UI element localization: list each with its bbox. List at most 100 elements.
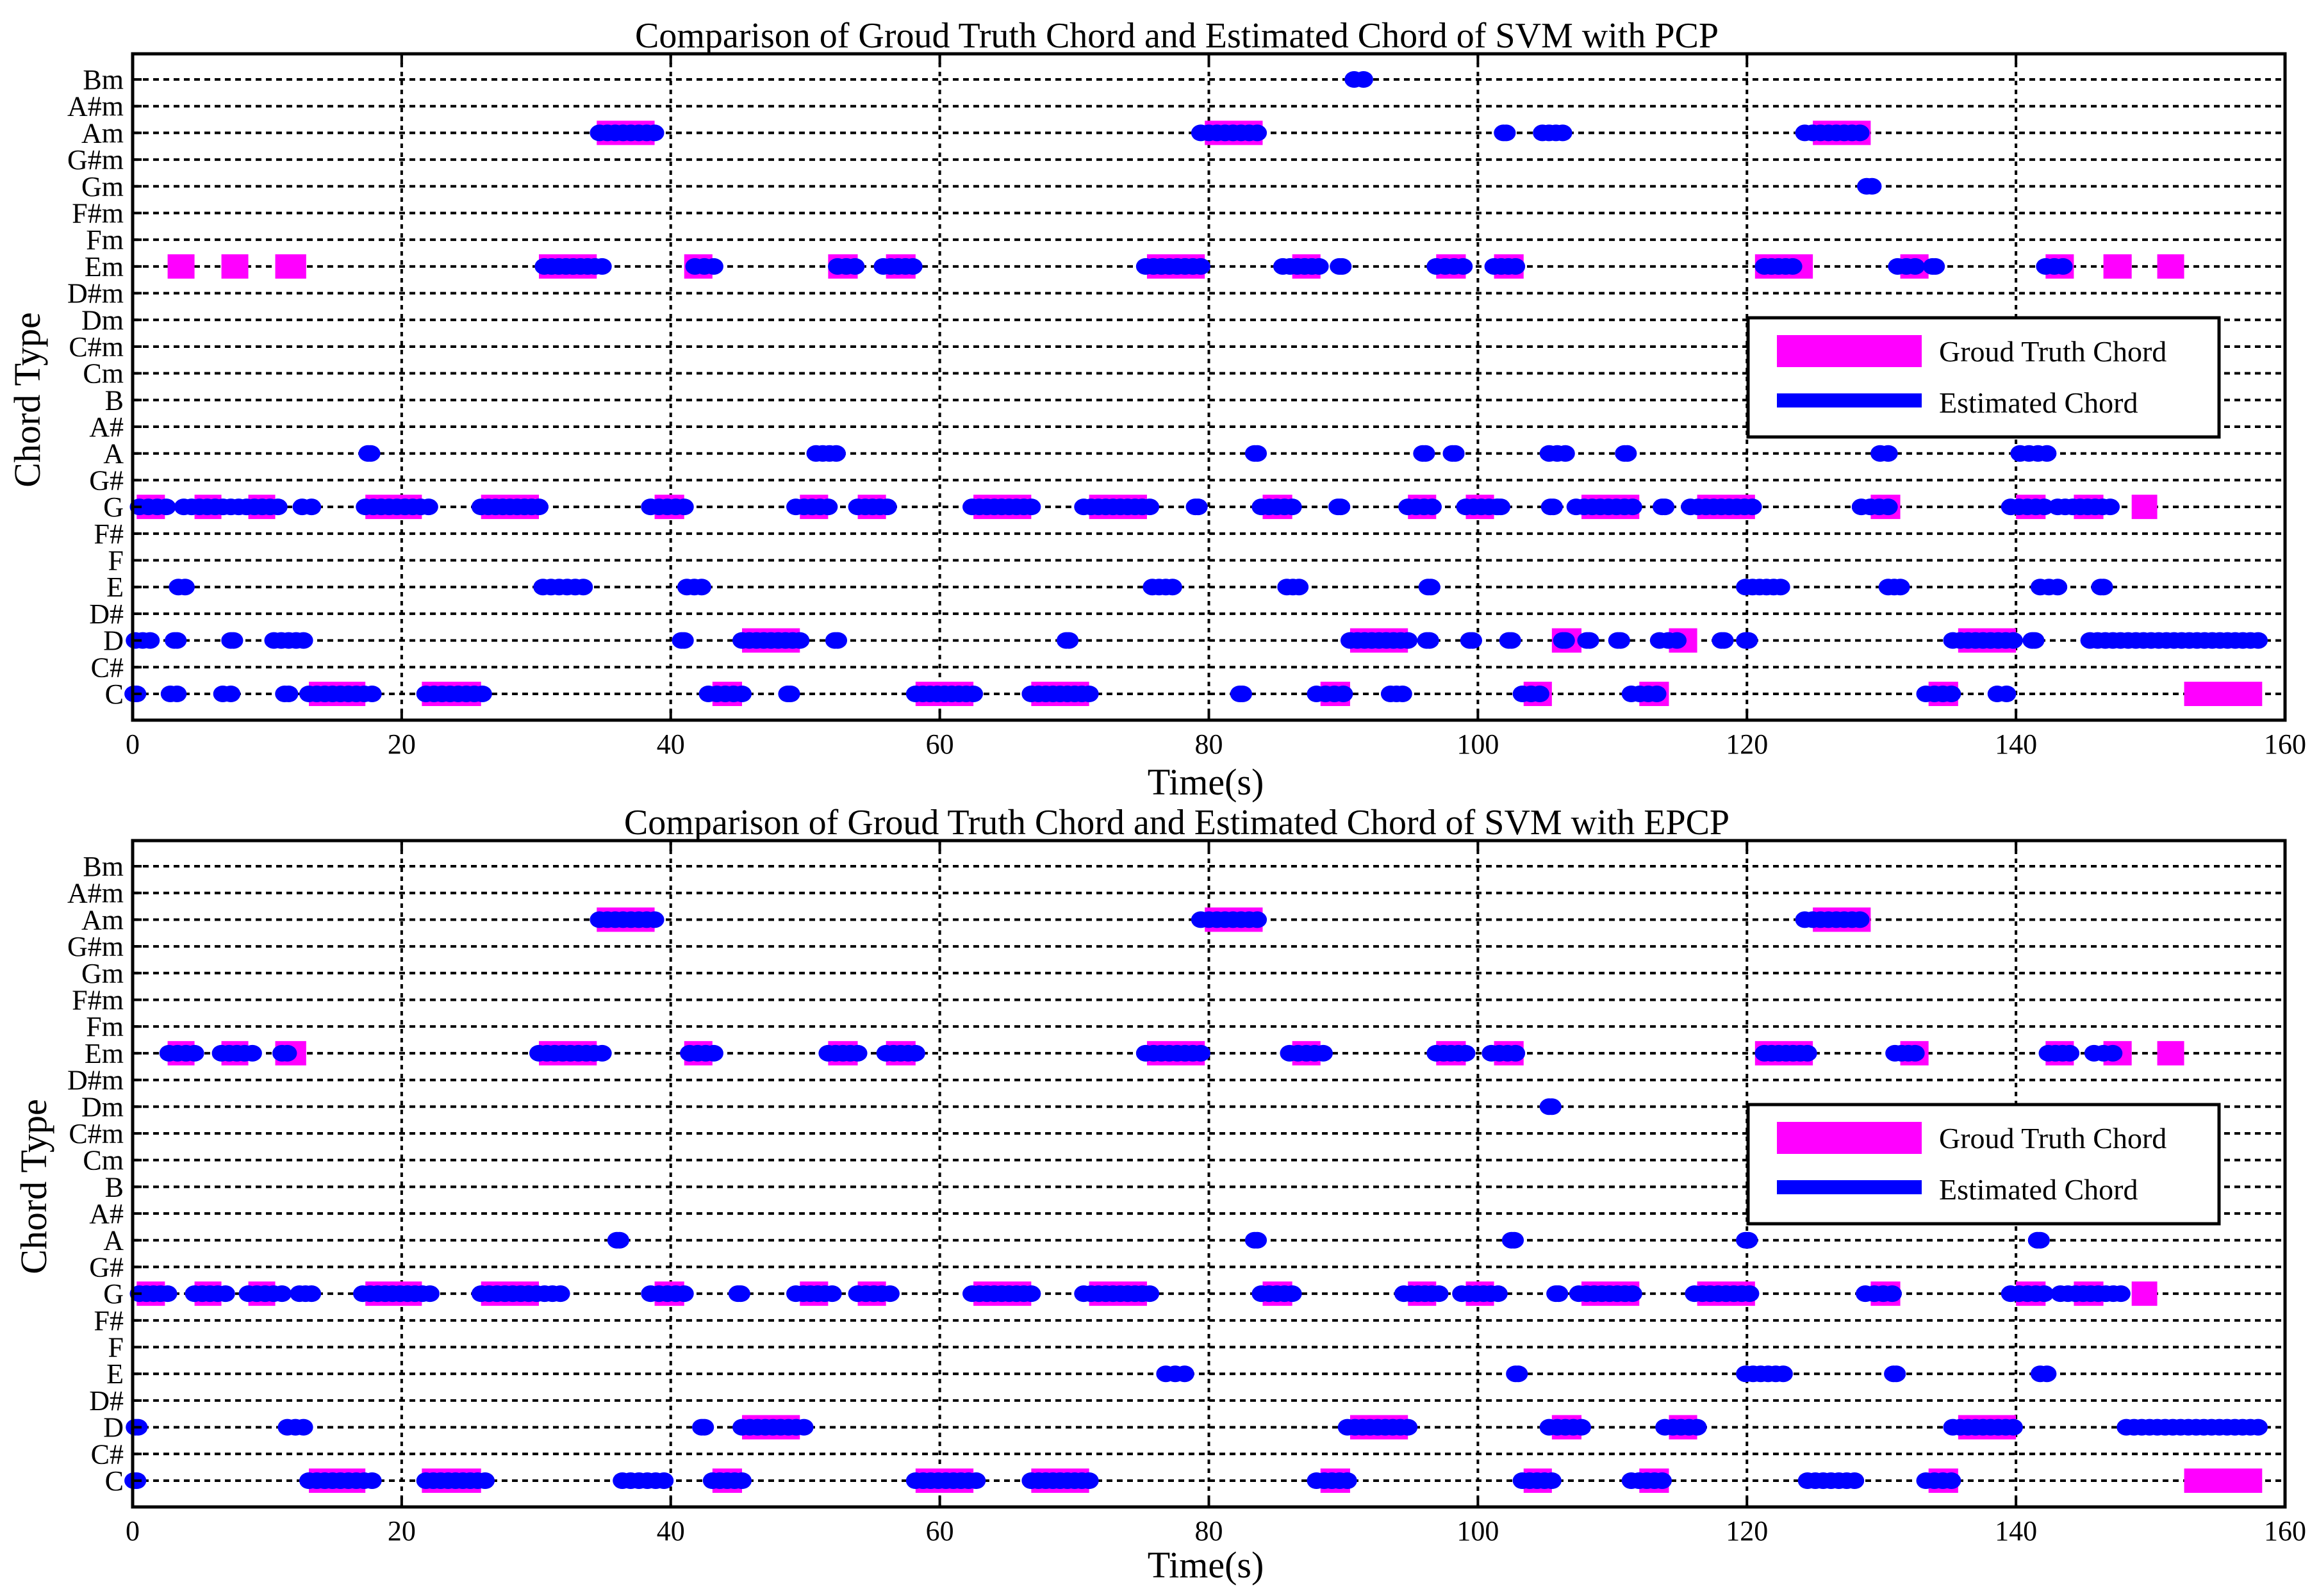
estimated-point xyxy=(167,686,187,702)
ytick-label: C#m xyxy=(69,1118,124,1149)
estimated-point xyxy=(185,1044,204,1062)
estimated-point xyxy=(654,1472,674,1489)
estimated-segment xyxy=(1553,632,1575,649)
estimated-segment xyxy=(1135,258,1210,275)
xtick-label: 100 xyxy=(1457,1515,1499,1547)
ytick-label: Dm xyxy=(81,304,124,336)
estimated-point xyxy=(1140,1285,1160,1303)
estimated-segment xyxy=(590,911,664,928)
estimated-point xyxy=(845,258,865,275)
ground-truth-bar xyxy=(221,254,249,279)
ytick-label: A# xyxy=(89,1198,124,1230)
x-axis-label: Time(s) xyxy=(1148,1544,1264,1586)
estimated-point xyxy=(2093,579,2113,596)
estimated-segment xyxy=(1649,632,1687,649)
x-axis-label: Time(s) xyxy=(1148,761,1264,803)
estimated-segment xyxy=(1185,498,1208,516)
estimated-segment xyxy=(533,579,593,596)
estimated-segment xyxy=(126,632,160,649)
legend-label-ground-truth: Groud Truth Chord xyxy=(1939,335,2166,368)
estimated-segment xyxy=(680,1044,723,1062)
estimated-segment xyxy=(1681,498,1762,516)
estimated-segment xyxy=(2048,498,2120,516)
estimated-point xyxy=(1572,1419,1592,1436)
xtick-label: 160 xyxy=(2264,728,2306,760)
estimated-segment xyxy=(702,1472,752,1489)
ytick-label: A#m xyxy=(67,91,124,122)
ytick-label: G# xyxy=(89,465,124,496)
estimated-point xyxy=(828,632,848,649)
estimated-segment xyxy=(2001,1285,2054,1303)
estimated-segment xyxy=(211,1044,262,1062)
estimated-point xyxy=(732,1472,752,1489)
estimated-point xyxy=(2037,1365,2057,1383)
xtick-label: 160 xyxy=(2264,1515,2306,1547)
estimated-point xyxy=(1445,445,1465,462)
estimated-point xyxy=(2249,632,2268,649)
ytick-label: C xyxy=(105,1465,124,1497)
estimated-point xyxy=(704,258,723,275)
estimated-point xyxy=(2048,579,2068,596)
estimated-point xyxy=(780,686,800,702)
estimated-segment xyxy=(613,1472,674,1489)
estimated-segment xyxy=(1685,1285,1760,1303)
estimated-point xyxy=(1079,686,1099,702)
estimated-segment xyxy=(1074,1285,1160,1303)
estimated-point xyxy=(1878,498,1898,516)
xtick-label: 0 xyxy=(126,728,140,760)
estimated-segment xyxy=(1569,1285,1642,1303)
estimated-segment xyxy=(1916,1472,1961,1489)
estimated-segment xyxy=(1943,632,2023,649)
legend-swatch-ground-truth xyxy=(1777,335,1922,367)
ytick-label: D# xyxy=(89,1385,124,1417)
legend-marker-estimated xyxy=(1843,394,1856,407)
estimated-point xyxy=(1530,686,1549,702)
estimated-point xyxy=(361,445,381,462)
estimated-point xyxy=(2037,445,2057,462)
chart-title: Comparison of Groud Truth Chord and Esti… xyxy=(635,16,1719,56)
estimated-point xyxy=(1655,498,1675,516)
estimated-segment xyxy=(876,1044,925,1062)
estimated-point xyxy=(1429,1285,1449,1303)
estimated-segment xyxy=(290,1285,322,1303)
estimated-point xyxy=(1617,445,1637,462)
estimated-segment xyxy=(1884,1365,1906,1383)
estimated-point xyxy=(1942,1472,1961,1489)
estimated-segment xyxy=(165,632,187,649)
legend: Groud Truth Chord Estimated Chord xyxy=(1746,316,2221,439)
estimated-point xyxy=(279,686,299,702)
ytick-label: Bm xyxy=(83,64,124,95)
estimated-point xyxy=(268,498,288,516)
ytick-label: Cm xyxy=(83,358,124,390)
legend-label-ground-truth: Groud Truth Chord xyxy=(1939,1122,2166,1155)
estimated-point xyxy=(730,1285,750,1303)
legend: Groud Truth Chord Estimated Chord xyxy=(1746,1103,2221,1226)
estimated-segment xyxy=(1621,1472,1672,1489)
estimated-segment xyxy=(2036,258,2073,275)
estimated-point xyxy=(1882,1285,1902,1303)
ground-truth-bar xyxy=(2131,1281,2158,1306)
estimated-point xyxy=(1175,1365,1194,1383)
estimated-segment xyxy=(1280,1044,1333,1062)
estimated-segment xyxy=(2001,498,2054,516)
estimated-segment xyxy=(264,632,313,649)
estimated-segment xyxy=(641,1285,694,1303)
estimated-segment xyxy=(1987,686,2017,702)
estimated-point xyxy=(2100,498,2120,516)
estimated-point xyxy=(1508,1365,1528,1383)
estimated-point xyxy=(1333,686,1353,702)
xtick-label: 80 xyxy=(1195,1515,1223,1547)
estimated-point xyxy=(645,124,664,142)
estimated-point xyxy=(704,1044,723,1062)
estimated-segment xyxy=(1855,1285,1902,1303)
estimated-segment xyxy=(1870,445,1898,462)
estimated-segment xyxy=(786,1285,842,1303)
estimated-point xyxy=(1140,498,1160,516)
estimated-segment xyxy=(1540,498,1563,516)
estimated-point xyxy=(1926,258,1945,275)
estimated-segment xyxy=(213,686,241,702)
estimated-segment xyxy=(169,579,195,596)
estimated-point xyxy=(794,1419,814,1436)
estimated-point xyxy=(302,498,322,516)
estimated-point xyxy=(826,445,846,462)
